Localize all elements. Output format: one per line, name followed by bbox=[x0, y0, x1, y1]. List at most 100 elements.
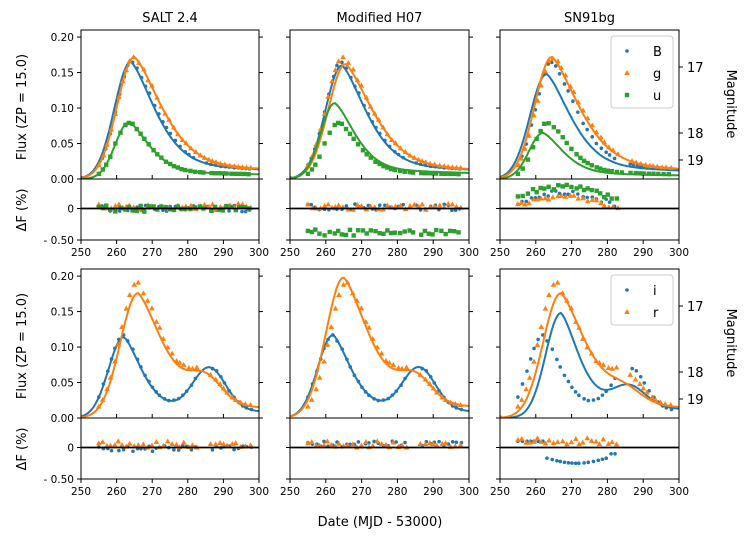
data-point-g bbox=[598, 134, 604, 140]
data-point-i bbox=[591, 398, 596, 402]
resid-point-i bbox=[131, 449, 135, 454]
data-point-r bbox=[596, 359, 603, 365]
data-point-r bbox=[386, 359, 393, 365]
data-point-u bbox=[327, 130, 332, 135]
resid-point-g bbox=[332, 203, 339, 209]
column-title-2: SN91bg bbox=[564, 11, 615, 26]
data-point-r bbox=[518, 396, 525, 402]
resid-point-r bbox=[434, 442, 440, 448]
data-point-i bbox=[372, 397, 376, 401]
data-point-u bbox=[585, 160, 590, 166]
mag-axis-label-top: Magnitude bbox=[723, 70, 738, 139]
resid-point-u bbox=[138, 203, 143, 209]
data-point-u bbox=[339, 121, 345, 126]
resid-point-u bbox=[322, 233, 327, 238]
data-point-B bbox=[178, 144, 182, 149]
resid-point-r bbox=[153, 439, 160, 445]
data-point-g bbox=[188, 145, 194, 151]
data-point-i bbox=[345, 357, 349, 362]
data-point-u bbox=[614, 169, 619, 175]
data-point-B bbox=[553, 64, 558, 68]
resid-point-g bbox=[601, 202, 608, 208]
resid-point-r bbox=[573, 435, 579, 441]
data-point-u bbox=[392, 167, 398, 173]
resid-point-r bbox=[173, 441, 180, 447]
data-point-i bbox=[545, 339, 549, 343]
data-point-r bbox=[217, 381, 223, 387]
data-point-r bbox=[354, 297, 360, 303]
resid-point-r bbox=[600, 436, 607, 442]
resid-data bbox=[96, 438, 254, 454]
column-title-0: SALT 2.4 bbox=[142, 11, 198, 26]
resid-point-r bbox=[526, 439, 533, 445]
resid-point-u bbox=[146, 204, 151, 209]
data-point-r bbox=[321, 358, 327, 364]
resid-point-u bbox=[216, 207, 222, 213]
resid-point-r bbox=[383, 441, 389, 447]
resid-point-r bbox=[363, 439, 369, 445]
x-tick-label: 260 bbox=[526, 247, 546, 259]
resid-point-r bbox=[534, 435, 541, 441]
resid-point-g bbox=[562, 193, 569, 199]
data-point-u bbox=[430, 171, 435, 176]
resid-point-u bbox=[368, 228, 374, 233]
data-point-i bbox=[249, 407, 254, 412]
data-point-g bbox=[419, 158, 425, 164]
resid-point-u bbox=[327, 229, 332, 235]
data-point-u bbox=[637, 171, 643, 176]
data-point-i bbox=[520, 382, 525, 386]
data-point-u bbox=[368, 155, 374, 160]
resid-point-i bbox=[558, 459, 563, 464]
data-point-u bbox=[651, 171, 656, 176]
resid-point-r bbox=[140, 441, 147, 447]
data-point-g bbox=[637, 160, 644, 166]
panel-r0-c2: 250 260 270 280 290 300 17 18 19 Bgu bbox=[490, 29, 704, 259]
resid-point-g bbox=[453, 203, 460, 209]
data-point-g bbox=[332, 67, 339, 73]
resid-point-r bbox=[220, 441, 227, 447]
data-point-g bbox=[243, 164, 250, 170]
data-point-u bbox=[451, 171, 457, 177]
data-point-g bbox=[193, 149, 199, 155]
data-point-u bbox=[233, 171, 239, 177]
data-point-g bbox=[610, 147, 616, 153]
data-point-g bbox=[659, 164, 665, 170]
data-point-u bbox=[134, 126, 139, 132]
data-point-r bbox=[534, 341, 541, 347]
flux-frame bbox=[289, 29, 470, 180]
data-point-r bbox=[605, 364, 612, 370]
resid-point-i bbox=[577, 461, 581, 466]
data-point-g bbox=[96, 162, 102, 168]
data-point-r bbox=[363, 318, 369, 324]
data-point-i bbox=[331, 333, 335, 337]
resid-point-u bbox=[402, 229, 407, 234]
data-point-r bbox=[447, 399, 454, 405]
data-point-i bbox=[432, 381, 437, 385]
resid-point-u bbox=[451, 228, 457, 234]
data-point-i bbox=[642, 381, 647, 385]
data-point-i bbox=[143, 373, 147, 378]
data-point-g bbox=[575, 99, 582, 105]
resid-point-u bbox=[123, 207, 128, 212]
data-point-i bbox=[172, 398, 176, 402]
data-point-u bbox=[551, 125, 557, 130]
data-point-g bbox=[166, 116, 172, 122]
resid-point-u bbox=[103, 203, 109, 208]
data-point-u bbox=[619, 170, 625, 175]
data-point-i bbox=[428, 374, 433, 379]
data-point-g bbox=[201, 154, 208, 160]
data-point-r bbox=[442, 396, 449, 402]
resid-point-g bbox=[449, 201, 456, 207]
resid-point-g bbox=[235, 200, 242, 206]
data-point-r bbox=[584, 344, 591, 350]
data-point-B bbox=[353, 84, 357, 89]
x-tick-label: 270 bbox=[562, 486, 582, 498]
data-point-i bbox=[227, 389, 232, 393]
data-point-g bbox=[116, 93, 122, 99]
resid-point-u bbox=[538, 185, 543, 191]
x-tick-label: 250 bbox=[71, 247, 91, 259]
data-point-r bbox=[358, 305, 365, 311]
resid-point-B bbox=[585, 195, 589, 200]
resid-point-u bbox=[355, 228, 361, 233]
